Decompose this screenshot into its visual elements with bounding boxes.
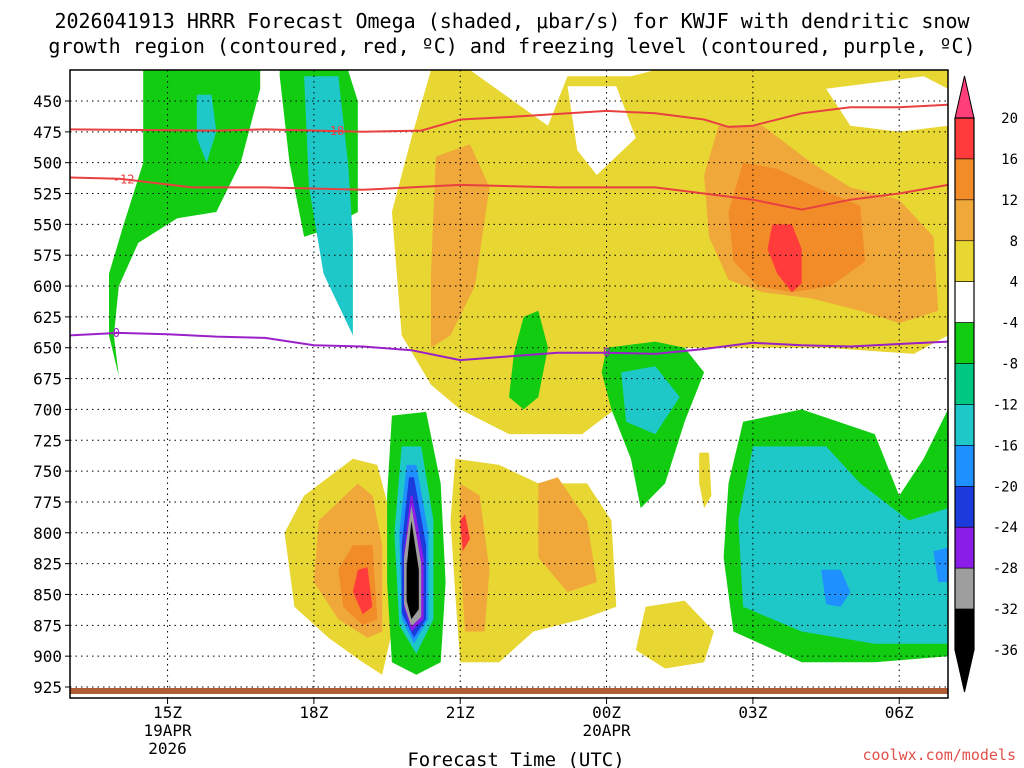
x-tick-label-15Z: 15Z	[153, 703, 182, 722]
region-blue-east-lower	[821, 569, 851, 607]
colorbar-label-16: 16	[1001, 152, 1018, 168]
x-tick-label-18Z: 18Z	[299, 703, 328, 722]
colorbar-label-4: 4	[1010, 275, 1018, 291]
region-white-gap-right	[826, 76, 948, 132]
x-tick-date-15Z: 19APR	[143, 721, 192, 740]
x-tick-date-00Z: 20APR	[582, 721, 631, 740]
grid	[70, 70, 948, 698]
y-tick-label-700: 700	[33, 400, 62, 419]
colorbar-segment-0	[954, 117, 975, 160]
x-tick-year-15Z: 2026	[148, 739, 187, 758]
y-tick-label-650: 650	[33, 339, 62, 358]
colorbar-frame	[954, 117, 975, 651]
x-tick-label-06Z: 06Z	[885, 703, 914, 722]
colorbar-label-8: 8	[1010, 234, 1018, 250]
colorbar-bottom-triangle	[954, 649, 975, 693]
region-red-east-core	[767, 224, 802, 293]
colorbar-label-12: 12	[1001, 193, 1018, 209]
region-orange-east-core	[728, 162, 866, 293]
colorbar-segment-9	[954, 486, 975, 528]
colorbar-top-triangle	[954, 75, 975, 119]
shaded-regions	[109, 70, 948, 675]
region-red-lower-mid	[460, 514, 470, 552]
colorbar-segment-11	[954, 567, 975, 610]
x-tick-label-03Z: 03Z	[738, 703, 767, 722]
colorbar-segment-7	[954, 404, 975, 446]
region-yellow-sliver	[699, 452, 712, 509]
y-tick-label-725: 725	[33, 431, 62, 450]
y-tick-label-925: 925	[33, 678, 62, 697]
colorbar-label--32: -32	[993, 602, 1018, 618]
x-axis-label: Forecast Time (UTC)	[407, 749, 624, 768]
y-tick-label-900: 900	[33, 647, 62, 666]
y-tick-label-525: 525	[33, 185, 62, 204]
colorbar-segment-2	[954, 199, 975, 242]
colorbar-segment-8	[954, 445, 975, 487]
contour-line-2	[69, 331, 949, 362]
region-orange-mid-upper	[431, 144, 490, 348]
contour-lines: -18 -12 0 0	[69, 103, 949, 362]
y-tick-label-800: 800	[33, 524, 62, 543]
region-red-lower-left	[352, 567, 373, 615]
region-black-core	[406, 520, 419, 620]
region-teal-east-upper	[304, 76, 353, 336]
colorbar-segment-10	[954, 526, 975, 569]
y-tick-label-675: 675	[33, 370, 62, 389]
colorbar-segment-3	[954, 240, 975, 282]
region-orange-lower-mid	[460, 483, 490, 632]
colorbar-segment-12	[954, 608, 975, 651]
y-tick-label-600: 600	[33, 277, 62, 296]
region-blue-east-edge	[933, 547, 948, 583]
region-green-mid	[509, 310, 548, 410]
contour-line-1	[69, 176, 949, 211]
chart-title-line2: growth region (contoured, red, ºC) and f…	[48, 34, 975, 58]
region-teal-00z	[621, 366, 680, 435]
y-tick-label-450: 450	[33, 92, 62, 111]
y-tick-label-775: 775	[33, 493, 62, 512]
contour-line-0	[69, 103, 949, 133]
y-tick-label-500: 500	[33, 154, 62, 173]
y-tick-label-750: 750	[33, 462, 62, 481]
colorbar-label--4: -4	[1001, 316, 1018, 332]
y-tick-label-875: 875	[33, 616, 62, 635]
colorbar-label--16: -16	[993, 438, 1018, 454]
colorbar-label--36: -36	[993, 643, 1018, 659]
region-teal-west-upper	[196, 94, 217, 163]
y-tick-label-625: 625	[33, 308, 62, 327]
contour-label-0: -18	[323, 124, 345, 138]
contour-label-1: -12	[113, 172, 135, 186]
contour-label-4: 0	[603, 346, 610, 360]
y-tick-label-475: 475	[33, 123, 62, 142]
credit-text: coolwx.com/models	[862, 746, 1016, 764]
colorbar-segment-6	[954, 363, 975, 405]
y-tick-label-550: 550	[33, 215, 62, 234]
colorbar-label--20: -20	[993, 479, 1018, 495]
chart-title-line1: 2026041913 HRRR Forecast Omega (shaded, …	[54, 9, 970, 33]
colorbar: 20 16 12 8 4 -4 -8 -12 -16 -20 -24 -28 -32 -36	[954, 75, 1018, 693]
colorbar-label--12: -12	[993, 397, 1018, 413]
contour-label-3: 0	[113, 326, 120, 340]
colorbar-segment-5	[954, 322, 975, 364]
colorbar-label-20: 20	[1001, 111, 1018, 127]
plot-frame	[69, 69, 949, 699]
y-axis: 450 475 500 525 550 575 600 625 650 675 700 725 750 7…	[33, 92, 70, 697]
ground-bar	[70, 688, 948, 694]
region-green-west-upper	[109, 70, 261, 377]
x-tick-label-00Z: 00Z	[592, 703, 621, 722]
y-tick-label-575: 575	[33, 246, 62, 265]
colorbar-label--8: -8	[1001, 357, 1018, 373]
region-white-gap-upper	[567, 86, 636, 175]
colorbar-label--28: -28	[993, 561, 1018, 577]
region-yellow-lower-right	[635, 600, 714, 669]
x-tick-label-21Z: 21Z	[446, 703, 475, 722]
colorbar-segment-4	[954, 281, 975, 323]
y-tick-label-825: 825	[33, 555, 62, 574]
colorbar-label--24: -24	[993, 520, 1018, 536]
y-tick-label-850: 850	[33, 585, 62, 604]
colorbar-segment-1	[954, 158, 975, 201]
